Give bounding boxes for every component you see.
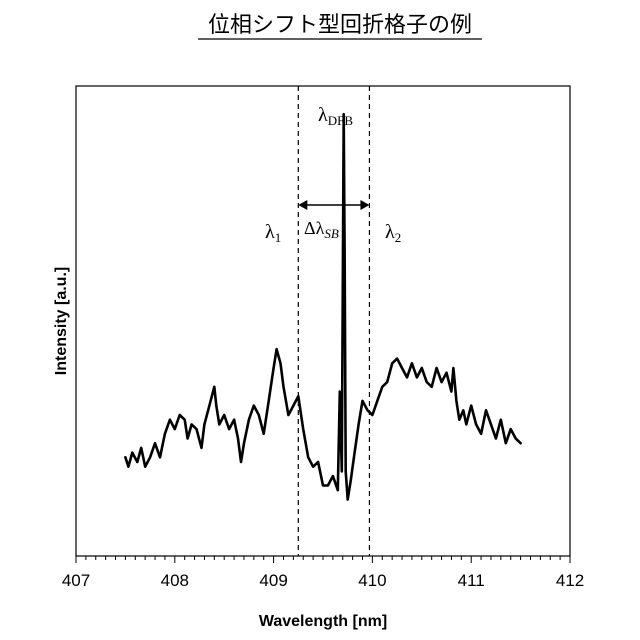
arrow-head-left xyxy=(298,200,308,210)
y-axis-label: Intensity [a.u.] xyxy=(53,267,70,375)
x-axis-label: Wavelength [nm] xyxy=(259,613,387,630)
annotation-lambda-1: λ1 xyxy=(265,221,281,245)
x-tick-label: 409 xyxy=(259,571,287,590)
arrow-head-right xyxy=(360,200,370,210)
chart-title: 位相シフト型回折格子の例 xyxy=(208,13,472,38)
annotation-lambda-2: λ2 xyxy=(385,221,401,245)
spectrum-line xyxy=(124,112,522,501)
x-tick-label: 407 xyxy=(62,571,90,590)
x-tick-label: 411 xyxy=(458,571,485,590)
annotation-lambda-dfb: λDFB xyxy=(318,104,353,128)
x-tick-label: 408 xyxy=(161,571,189,590)
x-tick-label: 412 xyxy=(556,571,584,590)
x-tick-label: 410 xyxy=(358,571,386,590)
annotation-delta-lambda-sb: ΔλSB xyxy=(304,218,339,241)
